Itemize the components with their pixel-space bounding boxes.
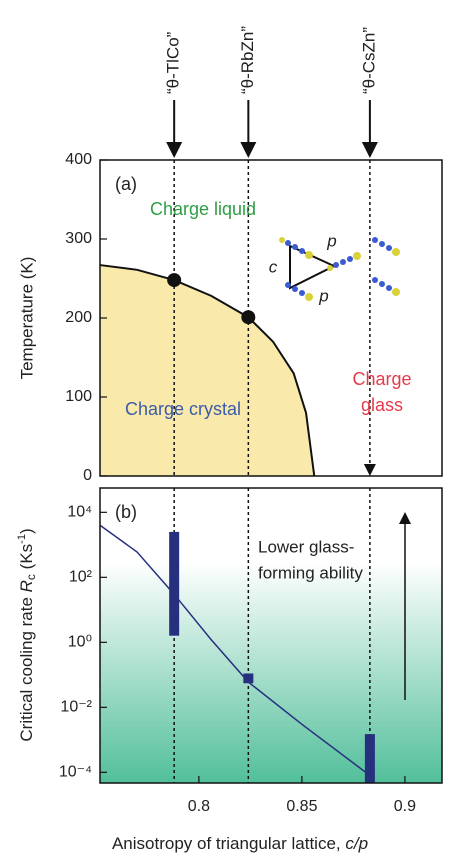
y-tick-label: 300: [65, 230, 92, 247]
y-tick-label: 10⁻²: [60, 699, 92, 716]
lattice-label: p: [326, 231, 336, 250]
x-axis-label: Anisotropy of triangular lattice, c/p: [112, 834, 368, 853]
material-label: “θ-TlCo”: [164, 31, 183, 94]
label-part: c/p: [345, 834, 368, 853]
label-part: R: [17, 580, 36, 592]
transition-point: [241, 310, 256, 325]
label-part: -1: [16, 534, 28, 544]
y-tick-label: 400: [65, 151, 92, 168]
y-axis-label: Critical cooling rate Rc (Ks-1): [16, 528, 38, 741]
rate-bar: [169, 531, 180, 636]
y-tick-label: 10⁴: [67, 504, 92, 521]
annotation: Lower glass-: [258, 537, 354, 556]
material-label: “θ-RbZn”: [238, 26, 257, 94]
rate-bar: [364, 734, 375, 783]
x-tick-label: 0.9: [394, 798, 416, 815]
label-part: ): [17, 528, 36, 534]
y-tick-label: 10²: [69, 569, 93, 586]
label-part: Anisotropy of triangular lattice,: [112, 834, 345, 853]
label-part: c: [24, 574, 38, 580]
phase-label: Charge: [352, 369, 411, 389]
label-part: Critical cooling rate: [17, 592, 36, 741]
y-axis-label: Temperature (K): [17, 257, 36, 380]
y-tick-label: 10⁻⁴: [59, 764, 92, 781]
y-tick-label: 200: [65, 309, 92, 326]
plot-layer: “θ-TlCo” “θ-RbZn” “θ-CsZn” Charge liquid Cha…: [59, 26, 443, 815]
crystal-region: [100, 265, 315, 476]
label-part: (Ks: [17, 544, 36, 574]
y-tick-label: 0: [83, 467, 92, 484]
material-label: “θ-CsZn”: [359, 27, 378, 94]
x-tick-label: 0.85: [286, 798, 317, 815]
y-tick-label: 10⁰: [68, 634, 92, 651]
cooling-curve: [99, 524, 367, 773]
panel-label: (a): [115, 174, 137, 194]
transition-point: [167, 273, 182, 288]
lattice-label: p: [318, 286, 328, 305]
lattice-label: c: [269, 257, 278, 276]
plot-frame: [99, 487, 443, 784]
phase-label: Charge crystal: [125, 399, 241, 419]
lattice-inset: [279, 237, 400, 301]
panel-background: [100, 488, 442, 783]
annotation: forming ability: [258, 563, 363, 582]
panel-label: (b): [115, 502, 137, 522]
phase-label: Charge liquid: [150, 199, 256, 219]
phase-label: glass: [361, 395, 403, 415]
rate-bar: [243, 673, 254, 684]
y-tick-label: 100: [65, 388, 92, 405]
x-tick-label: 0.8: [188, 798, 210, 815]
